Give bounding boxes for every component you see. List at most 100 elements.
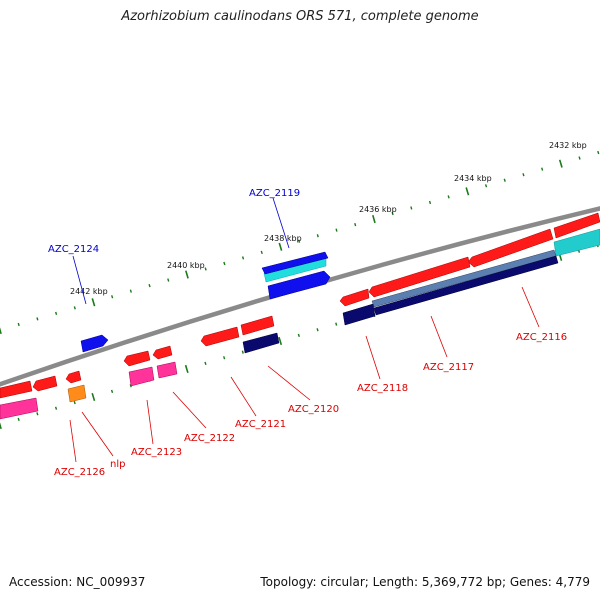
minor-tick <box>428 200 432 205</box>
minor-tick <box>578 156 581 160</box>
minor-tick <box>204 267 207 271</box>
label-azc-2121[interactable]: AZC_2121 <box>235 419 286 430</box>
gene-azc-2116-cyan[interactable] <box>553 228 600 257</box>
minor-tick <box>36 412 39 416</box>
gene-azc-2121[interactable] <box>200 326 240 347</box>
minor-tick <box>110 389 114 394</box>
gene-nlp[interactable] <box>65 370 82 384</box>
minor-tick <box>503 178 506 182</box>
minor-tick <box>55 311 58 315</box>
map-title: Azorhizobium caulinodans ORS 571, comple… <box>121 9 479 24</box>
major-tick <box>0 327 2 335</box>
minor-tick <box>36 317 39 321</box>
minor-tick <box>335 322 338 326</box>
gene-azc-2124[interactable] <box>80 334 109 353</box>
scale-label: 2436 kbp <box>359 205 397 214</box>
minor-tick <box>522 173 525 177</box>
leader-azc-2126 <box>69 419 77 463</box>
gene-azc-2120-navy[interactable] <box>242 332 280 354</box>
leader-nlp <box>81 411 114 457</box>
minor-tick <box>447 195 450 199</box>
minor-tick <box>111 295 114 299</box>
gene-azc-2123-pink[interactable] <box>128 366 155 387</box>
label-leader-lines <box>69 197 540 463</box>
label-azc-2119[interactable]: AZC_2119 <box>249 188 300 199</box>
minor-tick <box>223 261 226 266</box>
minor-tick <box>167 278 170 282</box>
scale-label: 2438 kbp <box>264 234 302 243</box>
label-azc-2126[interactable]: AZC_2126 <box>54 467 105 478</box>
gene-left-edge-pink[interactable] <box>0 397 39 420</box>
leader-azc-2119 <box>272 197 290 249</box>
gene-left-edge[interactable] <box>0 380 33 399</box>
label-nlp[interactable]: nlp <box>110 459 125 470</box>
minor-tick <box>204 361 207 366</box>
gene-azc-2122-pink[interactable] <box>156 361 178 379</box>
scale-labels: 2432 kbp 2434 kbp 2436 kbp 2438 kbp 2440… <box>70 141 587 296</box>
scale-label: 2442 kbp <box>70 287 108 296</box>
major-tick <box>278 336 283 346</box>
label-azc-2120[interactable]: AZC_2120 <box>288 404 339 415</box>
leader-azc-2118 <box>365 335 381 380</box>
gene-azc-2116-b[interactable] <box>553 212 600 239</box>
minor-tick <box>541 167 544 171</box>
reverse-strand-genes <box>0 212 600 420</box>
genome-summary-text: Topology: circular; Length: 5,369,772 bp… <box>260 575 590 589</box>
gene-azc-2117[interactable] <box>368 256 471 298</box>
label-azc-2118[interactable]: AZC_2118 <box>357 383 408 394</box>
gene-labels: AZC_2124 AZC_2119 AZC_2116 AZC_2117 AZC_… <box>48 188 567 478</box>
minor-tick <box>129 289 132 293</box>
minor-tick <box>484 184 488 188</box>
gene-azc-2119[interactable] <box>261 251 329 275</box>
major-tick <box>372 214 376 224</box>
leader-azc-2121 <box>230 376 257 417</box>
scale-label: 2440 kbp <box>167 261 205 270</box>
gene-azc-2119-b[interactable] <box>267 270 331 300</box>
label-azc-2116[interactable]: AZC_2116 <box>516 332 567 343</box>
label-azc-2122[interactable]: AZC_2122 <box>184 433 235 444</box>
minor-tick <box>391 211 394 216</box>
label-azc-2124[interactable]: AZC_2124 <box>48 244 99 255</box>
major-tick <box>465 187 470 196</box>
gene-azc-2117-navy[interactable] <box>373 255 559 316</box>
gene-azc-2122[interactable] <box>152 345 173 360</box>
accession-text: Accession: NC_009937 <box>9 575 146 589</box>
scale-label: 2434 kbp <box>454 174 492 183</box>
minor-tick <box>54 406 58 410</box>
minor-tick <box>260 250 263 255</box>
major-tick <box>91 392 96 402</box>
major-tick <box>0 422 2 430</box>
minor-tick <box>335 228 338 232</box>
scale-label: 2432 kbp <box>549 141 587 150</box>
minor-tick <box>597 150 600 155</box>
leader-azc-2122 <box>172 391 207 429</box>
label-azc-2117[interactable]: AZC_2117 <box>423 362 474 373</box>
minor-tick <box>73 306 76 310</box>
gene-azc-2118-navy[interactable] <box>342 303 376 326</box>
leader-azc-2116 <box>521 286 540 328</box>
gene-azc-2120[interactable] <box>240 315 275 336</box>
minor-tick <box>148 283 151 288</box>
label-azc-2123[interactable]: AZC_2123 <box>131 447 182 458</box>
genome-backbone <box>0 206 600 387</box>
major-tick <box>558 159 563 168</box>
gene-azc-2118[interactable] <box>339 288 370 307</box>
minor-tick <box>316 328 319 332</box>
minor-tick <box>410 206 413 210</box>
gene-azc-2126[interactable] <box>32 375 58 392</box>
gene-azc-2123[interactable] <box>123 350 151 367</box>
minor-tick <box>17 322 20 327</box>
major-tick <box>184 364 189 374</box>
minor-tick <box>223 356 226 360</box>
leader-azc-2123 <box>146 399 154 445</box>
minor-tick <box>354 223 357 227</box>
minor-tick <box>297 333 300 338</box>
minor-tick <box>17 417 20 422</box>
minor-tick <box>298 239 301 243</box>
major-tick <box>91 298 96 307</box>
major-tick <box>185 270 189 279</box>
leader-azc-2120 <box>267 365 311 401</box>
gene-azc-2126-orange[interactable] <box>67 384 87 403</box>
minor-tick <box>241 350 244 354</box>
